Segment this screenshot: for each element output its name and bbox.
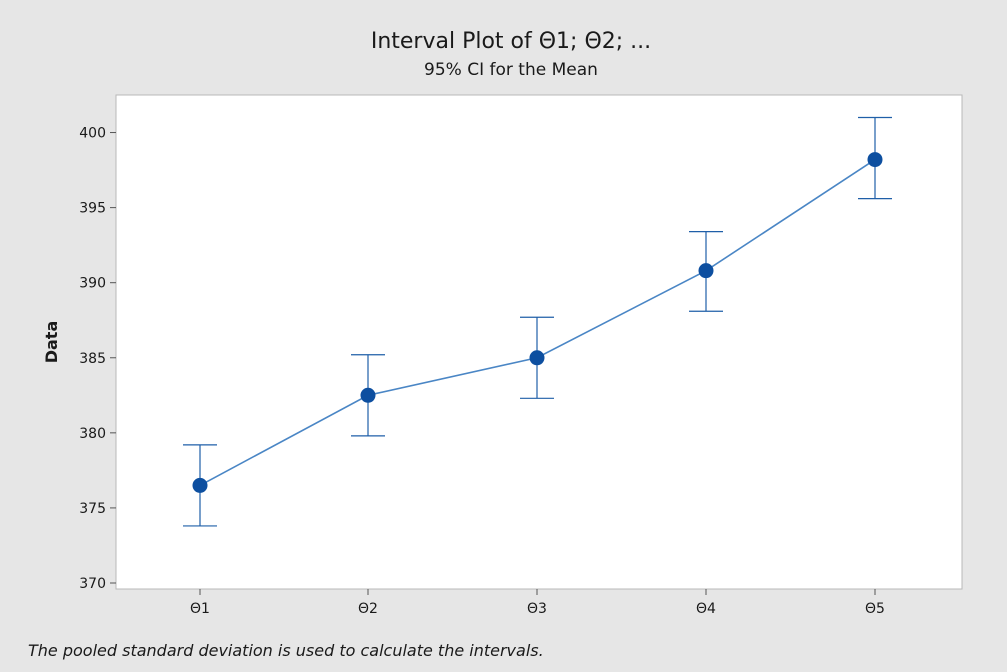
y-tick-label: 390 [79, 276, 106, 292]
footnote: The pooled standard deviation is used to… [28, 641, 544, 660]
plot-area [115, 94, 963, 590]
x-tick-label: Θ2 [358, 601, 378, 617]
x-axis: Θ1 Θ2 Θ3 Θ4 Θ5 [190, 589, 885, 617]
y-tick-label: 395 [79, 201, 106, 217]
y-tick-label: 370 [79, 576, 106, 592]
y-tick-label: 385 [79, 351, 106, 367]
chart-title: Interval Plot of Θ1; Θ2; ... [371, 29, 651, 54]
x-tick-label: Θ5 [865, 601, 885, 617]
mean-point [867, 152, 883, 168]
mean-point [360, 387, 376, 403]
x-tick-label: Θ1 [190, 601, 210, 617]
mean-point [192, 477, 208, 493]
mean-point [698, 263, 714, 279]
x-tick-label: Θ3 [527, 601, 547, 617]
series-means [183, 116, 892, 527]
x-tick-label: Θ4 [696, 601, 716, 617]
y-axis-label: Data [42, 321, 61, 364]
y-tick-label: 400 [79, 126, 106, 142]
y-tick-label: 375 [79, 501, 106, 517]
mean-point [529, 350, 545, 366]
y-axis: 370 375 380 385 390 395 400 [79, 126, 116, 592]
chart-subtitle: 95% CI for the Mean [424, 60, 598, 80]
y-tick-label: 380 [79, 426, 106, 442]
